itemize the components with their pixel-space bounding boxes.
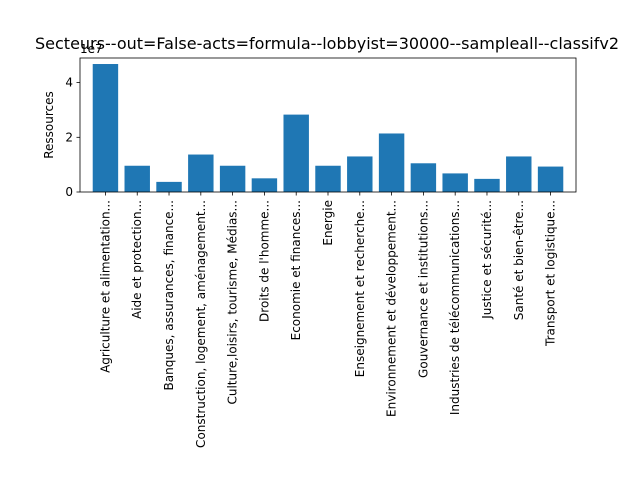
bar-12 (474, 178, 500, 192)
y-axis: 0 2 4 (65, 76, 80, 199)
x-tick-label: Aide et protection... (130, 200, 144, 319)
x-tick-label: Enseignement et recherche... (353, 200, 367, 377)
x-tick-label: Transport et logistique... (544, 200, 558, 347)
bar-14 (537, 166, 564, 192)
y-tick-label: 4 (65, 76, 73, 90)
x-tick-label: Droits de l'homme... (257, 200, 271, 322)
x-tick-label: Gouvernance et institutions... (416, 200, 430, 378)
x-tick-label: Economie et finances... (289, 200, 303, 340)
bar-2 (156, 181, 182, 192)
bar-9 (378, 133, 405, 192)
chart-title: Secteurs--out=False-acts=formula--lobbyi… (35, 34, 619, 53)
y-axis-offset-label: 1e7 (80, 42, 103, 56)
x-tick-label: Culture,loisirs, tourisme, Médias... (226, 200, 240, 405)
bar-8 (347, 156, 373, 192)
bar-7 (315, 165, 341, 192)
y-tick-label: 0 (65, 185, 73, 199)
x-tick-label: Environnement et développement... (385, 200, 399, 417)
bars-group (92, 64, 564, 192)
bar-0 (92, 64, 119, 192)
x-tick-label: Agriculture et alimentation... (98, 200, 112, 373)
y-tick-label: 2 (65, 130, 73, 144)
x-tick-label: Justice et sécurité... (480, 200, 494, 320)
bar-4 (219, 165, 246, 192)
x-tick-label: Santé et bien-être... (512, 200, 526, 320)
x-axis: Agriculture et alimentation... Aide et pr… (98, 192, 558, 448)
x-tick-label: Banques, assurances, finance... (162, 200, 176, 390)
y-axis-label: Ressources (42, 91, 56, 159)
bar-6 (283, 114, 309, 192)
x-tick-label: Energie (321, 200, 335, 246)
x-tick-label: Industries de télécommunications... (448, 200, 462, 415)
bar-5 (251, 178, 278, 192)
bar-11 (442, 173, 468, 192)
x-tick-label: Construction, logement, aménagement... (194, 200, 208, 448)
bar-3 (188, 154, 214, 192)
bar-13 (506, 156, 532, 192)
bar-10 (410, 163, 437, 192)
bar-1 (124, 165, 150, 192)
